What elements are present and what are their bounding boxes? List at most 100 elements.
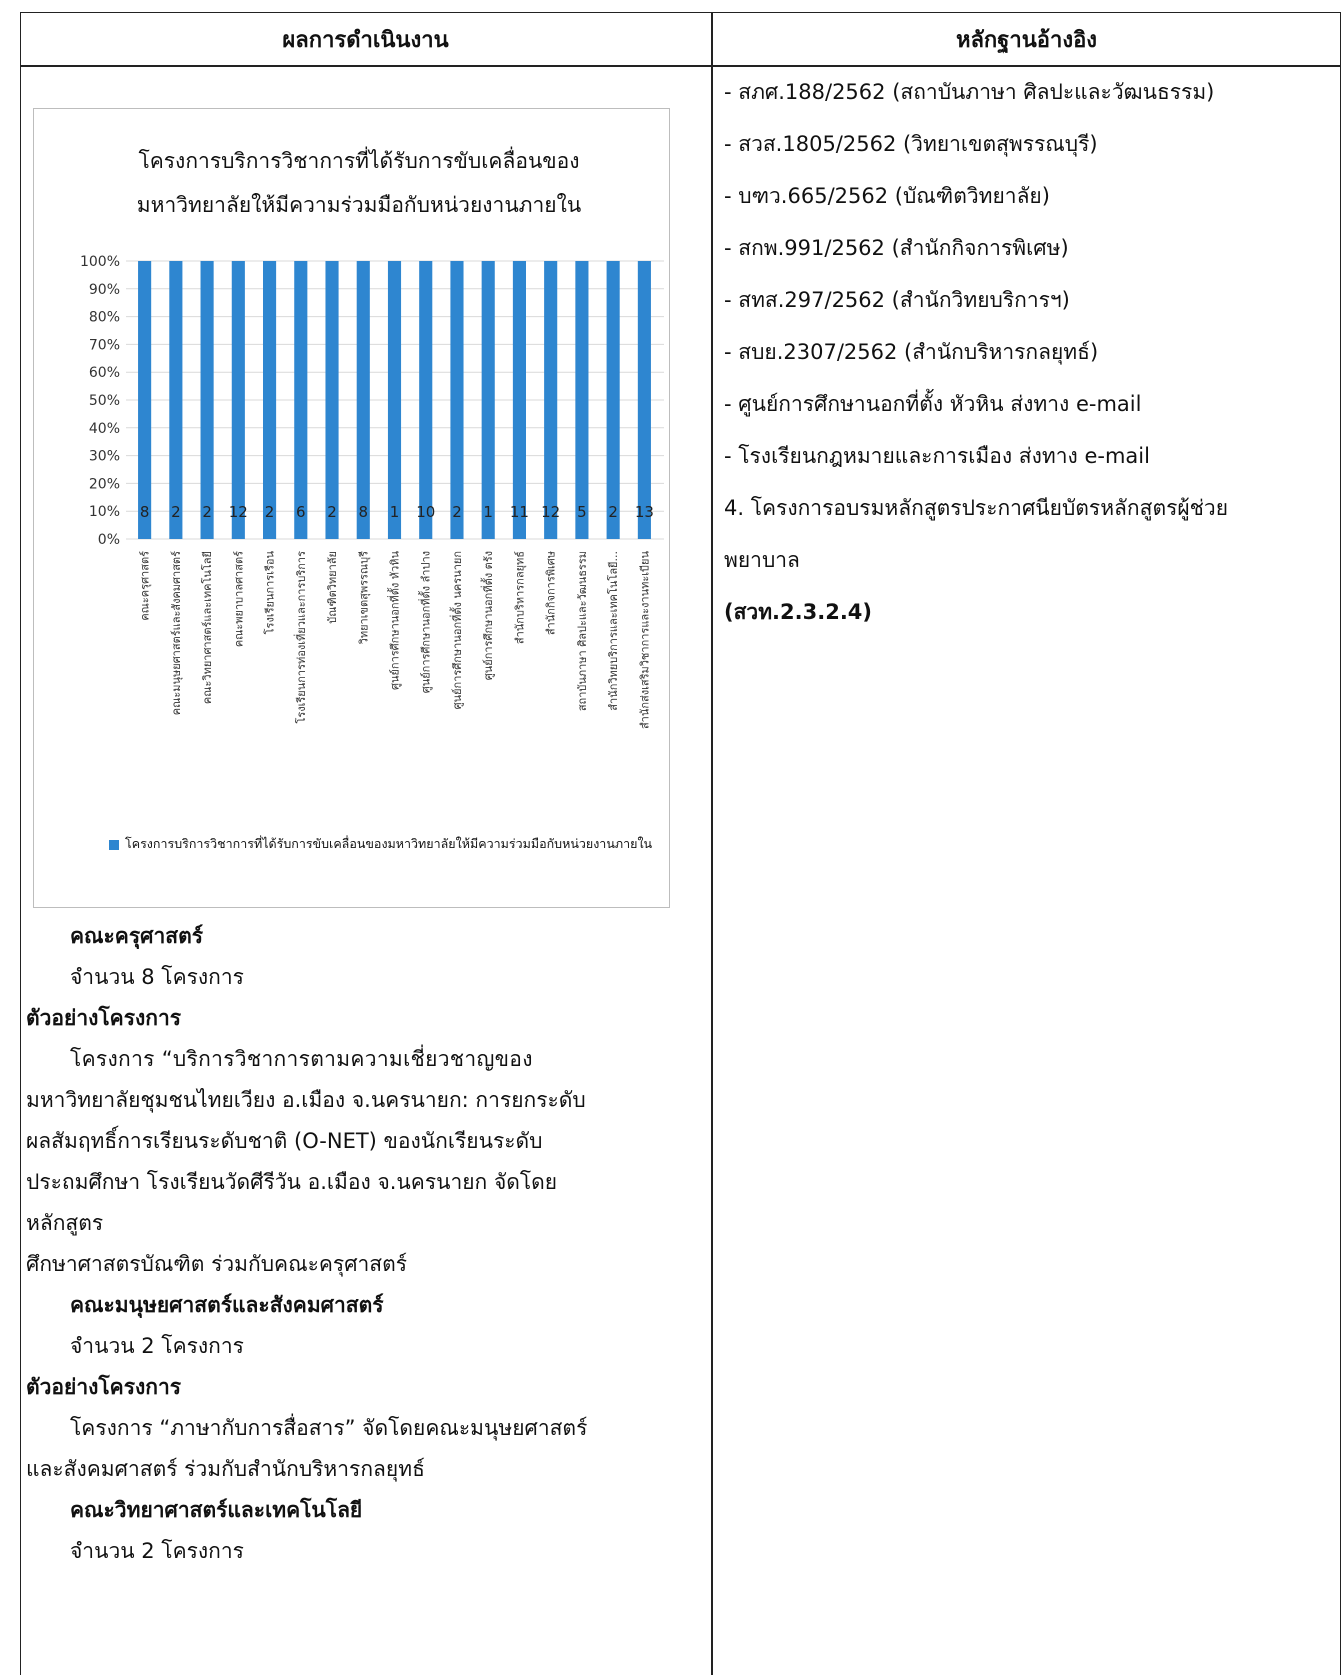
bar [481,261,495,539]
bar [606,261,620,539]
data-label: 2 [171,503,181,521]
y-tick-label: 0% [98,532,120,548]
data-label: 8 [140,503,150,521]
bar [294,261,308,539]
y-tick-label: 80% [89,310,120,326]
bar [262,261,277,539]
bar [637,261,651,539]
x-tick-label: ศูนย์การศึกษานอกที่ตั้ง หัวหิน [387,551,402,690]
chart-title-line2: มหาวิทยาลัยให้มีความร่วมมือกับหน่วยงานภา… [136,193,582,217]
item4-title-cont: พยาบาล [724,548,800,572]
item4-code: (สวท.2.3.2.4) [724,600,873,624]
column-divider [711,12,713,1675]
chart-legend: โครงการบริการวิชาการที่ได้รับการขับเคลื่… [109,829,669,859]
reference-item: - สกพ.991/2562 (สำนักกิจการพิเศษ) [724,236,1069,260]
header-results: ผลการดำเนินงาน [282,27,449,53]
example1-line: ศึกษาศาสตรบัณฑิต ร่วมกับคณะครุศาสตร์ [26,1252,408,1276]
data-label: 5 [577,503,587,521]
table-frame [20,12,1341,1675]
x-tick-label: โรงเรียนการเรือน [263,551,277,635]
data-label: 10 [416,503,435,521]
x-tick-label: วิทยาเขตสุพรรณบุรี [357,551,370,645]
bar [231,261,245,539]
example2-line: โครงการ “ภาษากับการสื่อสาร” จัดโดยคณะมนุ… [70,1416,588,1440]
y-tick-label: 10% [89,504,120,520]
reference-item: - บฑว.665/2562 (บัณฑิตวิทยาลัย) [724,184,1050,208]
y-tick-label: 50% [89,393,120,409]
bar [419,261,433,539]
data-label: 13 [635,503,654,521]
y-tick-label: 20% [89,476,120,492]
x-tick-label: สำนักกิจการพิเศษ [545,551,558,635]
data-label: 8 [358,503,368,521]
example1-line: มหาวิทยาลัยชุมชนไทยเวียง อ.เมือง จ.นครนา… [26,1088,586,1112]
bar [575,261,589,539]
x-tick-label: สำนักส่งเสริมวิชาการและงานทะเบียน [638,551,651,730]
data-label: 2 [452,503,462,521]
y-tick-label: 70% [89,337,120,353]
x-tick-label: ศูนย์การศึกษานอกที่ตั้ง ลำปาง [418,551,433,693]
reference-item: - ศูนย์การศึกษานอกที่ตั้ง หัวหิน ส่งทาง … [724,392,1142,416]
x-tick-label: ศูนย์การศึกษานอกที่ตั้ง นครนายก [449,551,464,709]
bar [450,261,464,539]
y-tick-label: 100% [80,254,120,270]
data-label: 1 [483,503,493,521]
example1-line: ผลสัมฤทธิ์การเรียนระดับชาติ (O-NET) ของน… [26,1129,543,1153]
faculty-science: คณะวิทยาศาสตร์และเทคโนโลยี [70,1498,363,1522]
example-heading-2: ตัวอย่างโครงการ [26,1375,182,1399]
item4-title: 4. โครงการอบรมหลักสูตรประกาศนียบัตรหลักส… [724,496,1229,520]
bar [325,261,339,539]
reference-item: - สบย.2307/2562 (สำนักบริหารกลยุทธ์) [724,340,1099,364]
header-rule [20,65,1341,67]
x-tick-label: ศูนย์การศึกษานอกที่ตั้ง ตรัง [480,551,495,680]
faculty-science-count: จำนวน 2 โครงการ [70,1539,244,1563]
data-label: 2 [608,503,618,521]
bar [200,261,214,539]
reference-item: - สวส.1805/2562 (วิทยาเขตสุพรรณบุรี) [724,132,1098,156]
example2-line: และสังคมศาสตร์ ร่วมกับสำนักบริหารกลยุทธ์ [26,1457,425,1481]
data-label: 6 [296,503,306,521]
reference-item: - สทส.297/2562 (สำนักวิทยบริการฯ) [724,288,1070,312]
header-references: หลักฐานอ้างอิง [955,27,1098,53]
bar [387,261,402,539]
y-tick-label: 40% [89,421,120,437]
x-tick-label: คณะมนุษยศาสตร์และสังคมศาสตร์ [170,551,183,715]
bar [138,261,152,539]
reference-item: - โรงเรียนกฎหมายและการเมือง ส่งทาง e-mai… [724,444,1150,468]
example1-line: หลักสูตร [26,1211,104,1235]
data-label: 1 [390,503,400,521]
data-label: 2 [327,503,337,521]
data-label: 12 [229,503,248,521]
data-label: 12 [541,503,560,521]
legend-swatch [109,839,119,850]
bar [169,261,183,539]
legend-label: โครงการบริการวิชาการที่ได้รับการขับเคลื่… [125,836,653,851]
y-tick-label: 60% [89,365,120,381]
example1-line: ประถมศึกษา โรงเรียนวัดศีรีวัน อ.เมือง จ.… [26,1170,558,1194]
data-label: 2 [202,503,212,521]
x-tick-label: คณะครุศาสตร์ [139,551,152,621]
faculty-education-count: จำนวน 8 โครงการ [70,965,244,989]
data-label: 2 [265,503,275,521]
x-tick-label: คณะวิทยาศาสตร์และเทคโนโลยี [200,551,214,704]
y-tick-label: 30% [89,449,120,465]
x-tick-label: คณะพยาบาลศาสตร์ [232,551,245,647]
example-heading-1: ตัวอย่างโครงการ [26,1006,182,1030]
bar-chart: 100% 90% 80% 70% 60% 50% 40% 30% 20% 10% 0% 8 คณะครุ… [80,254,664,730]
x-tick-label: สำนักวิทยบริการและเทคโนโลยี... [606,551,620,711]
x-tick-label: บัณฑิตวิทยาลัย [326,551,339,624]
reference-item: - สภศ.188/2562 (สถาบันภาษา ศิลปะและวัฒนธ… [724,80,1215,104]
faculty-humanities-count: จำนวน 2 โครงการ [70,1334,244,1358]
x-tick-label: สำนักบริหารกลยุทธ์ [513,551,526,644]
y-tick-label: 90% [89,282,120,298]
data-label: 11 [510,503,529,521]
bar [544,261,558,539]
bar [512,261,527,539]
bar [356,261,370,539]
chart-container: โครงการบริการวิชาการที่ได้รับการขับเคลื่… [33,108,670,908]
example1-line: โครงการ “บริการวิชาการตามความเชี่ยวชาญขอ… [70,1047,533,1071]
faculty-education: คณะครุศาสตร์ [70,924,203,948]
x-tick-label: โรงเรียนการท่องเที่ยวและการบริการ [293,551,308,724]
chart-title-line1: โครงการบริการวิชาการที่ได้รับการขับเคลื่… [138,149,580,173]
